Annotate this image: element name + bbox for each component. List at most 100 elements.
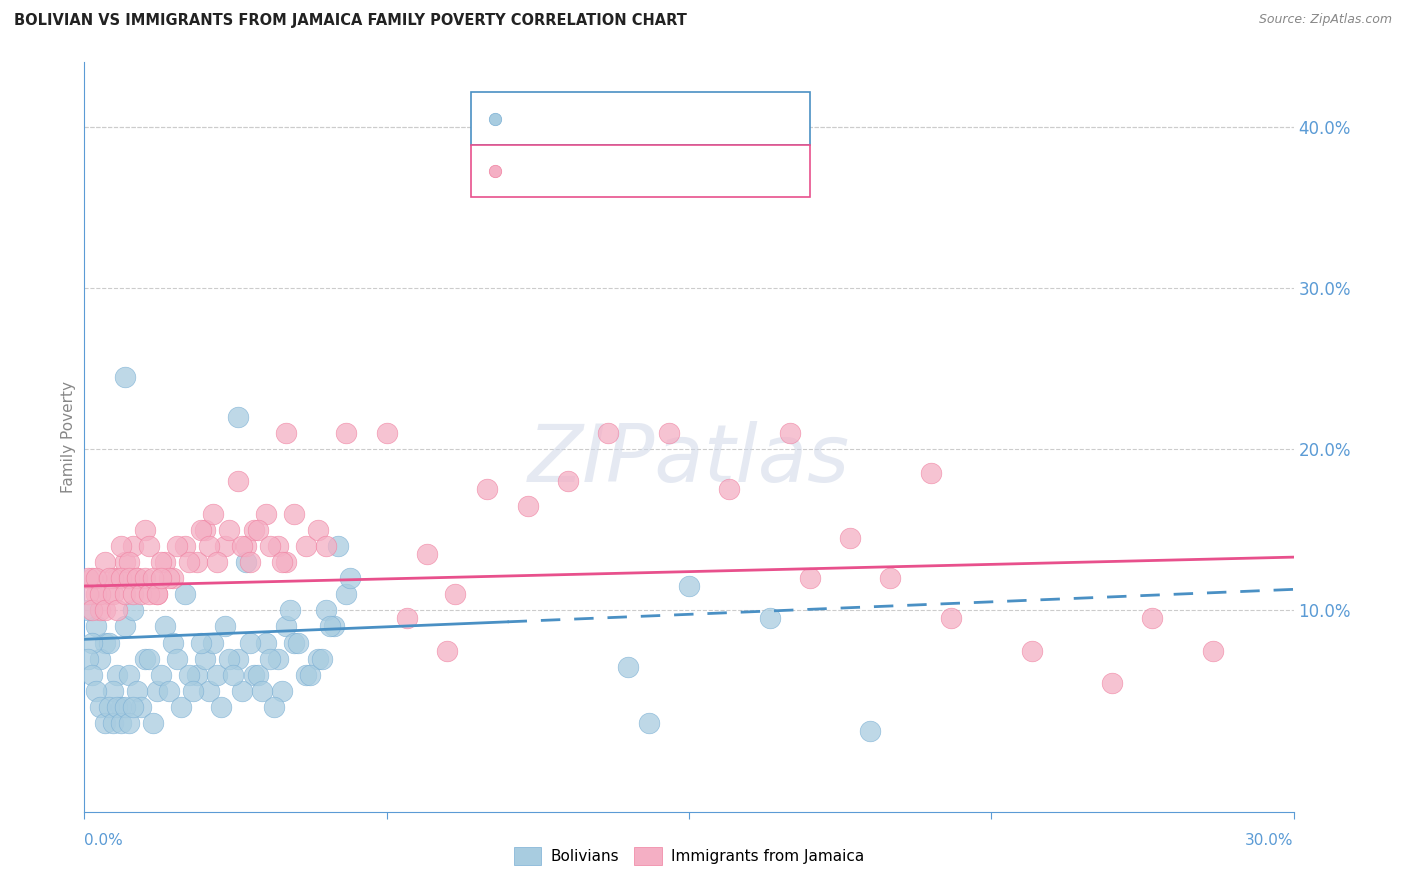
- Point: [315, 603, 337, 617]
- Point: [149, 667, 172, 681]
- Point: [105, 571, 128, 585]
- Point: [375, 425, 398, 440]
- Point: [179, 555, 201, 569]
- Point: [157, 684, 180, 698]
- Point: [125, 684, 148, 698]
- Point: [162, 635, 184, 649]
- Point: [283, 635, 305, 649]
- Point: [121, 700, 143, 714]
- Legend: Bolivians, Immigrants from Jamaica: Bolivians, Immigrants from Jamaica: [508, 840, 870, 871]
- Point: [202, 635, 225, 649]
- Point: [779, 425, 801, 440]
- Point: [231, 539, 253, 553]
- Point: [121, 587, 143, 601]
- Point: [114, 619, 136, 633]
- Point: [118, 571, 141, 585]
- Point: [194, 651, 217, 665]
- Point: [86, 571, 108, 585]
- Point: [207, 667, 229, 681]
- Point: [118, 716, 141, 731]
- Point: [395, 611, 418, 625]
- Text: ZIPatlas: ZIPatlas: [527, 420, 851, 499]
- Point: [146, 587, 169, 601]
- Point: [1202, 643, 1225, 657]
- Point: [335, 425, 357, 440]
- Point: [125, 571, 148, 585]
- Point: [190, 635, 212, 649]
- Point: [114, 555, 136, 569]
- Point: [239, 635, 262, 649]
- Point: [920, 467, 942, 481]
- Point: [170, 700, 193, 714]
- Point: [226, 651, 249, 665]
- Point: [129, 700, 152, 714]
- Point: [637, 716, 659, 731]
- Point: [718, 483, 741, 497]
- Point: [97, 635, 120, 649]
- Point: [218, 651, 240, 665]
- Point: [339, 571, 361, 585]
- Point: [82, 571, 104, 585]
- Text: 0.0%: 0.0%: [84, 832, 124, 847]
- Point: [138, 651, 160, 665]
- Y-axis label: Family Poverty: Family Poverty: [60, 381, 76, 493]
- Point: [242, 667, 264, 681]
- Point: [101, 571, 124, 585]
- Point: [82, 667, 104, 681]
- Point: [82, 635, 104, 649]
- Point: [658, 425, 681, 440]
- Point: [166, 539, 188, 553]
- Point: [283, 507, 305, 521]
- Point: [295, 539, 318, 553]
- Point: [86, 684, 108, 698]
- Point: [110, 571, 132, 585]
- Point: [267, 651, 290, 665]
- Point: [246, 523, 269, 537]
- Point: [138, 587, 160, 601]
- Point: [101, 716, 124, 731]
- Point: [162, 571, 184, 585]
- Point: [166, 651, 188, 665]
- Point: [153, 619, 176, 633]
- Point: [274, 425, 297, 440]
- Point: [146, 587, 169, 601]
- Point: [174, 539, 197, 553]
- Point: [617, 659, 640, 673]
- Point: [149, 571, 172, 585]
- Point: [146, 684, 169, 698]
- Point: [758, 611, 780, 625]
- Point: [222, 667, 245, 681]
- Point: [859, 724, 882, 739]
- Point: [299, 667, 322, 681]
- Point: [110, 539, 132, 553]
- Point: [319, 619, 342, 633]
- Point: [1021, 643, 1043, 657]
- Point: [134, 523, 156, 537]
- Point: [89, 700, 111, 714]
- Point: [207, 555, 229, 569]
- Point: [149, 555, 172, 569]
- Point: [190, 523, 212, 537]
- Point: [157, 571, 180, 585]
- Point: [226, 409, 249, 424]
- Point: [678, 579, 700, 593]
- Point: [218, 523, 240, 537]
- Point: [114, 369, 136, 384]
- Point: [202, 507, 225, 521]
- Point: [82, 603, 104, 617]
- Point: [118, 555, 141, 569]
- Point: [246, 667, 269, 681]
- Point: [186, 555, 208, 569]
- Point: [323, 619, 346, 633]
- Point: [125, 571, 148, 585]
- Point: [105, 667, 128, 681]
- Point: [436, 643, 458, 657]
- Text: 30.0%: 30.0%: [1246, 832, 1294, 847]
- Point: [1142, 611, 1164, 625]
- Point: [270, 684, 292, 698]
- Point: [270, 555, 292, 569]
- Point: [444, 587, 467, 601]
- Point: [134, 651, 156, 665]
- Point: [194, 523, 217, 537]
- Point: [516, 499, 538, 513]
